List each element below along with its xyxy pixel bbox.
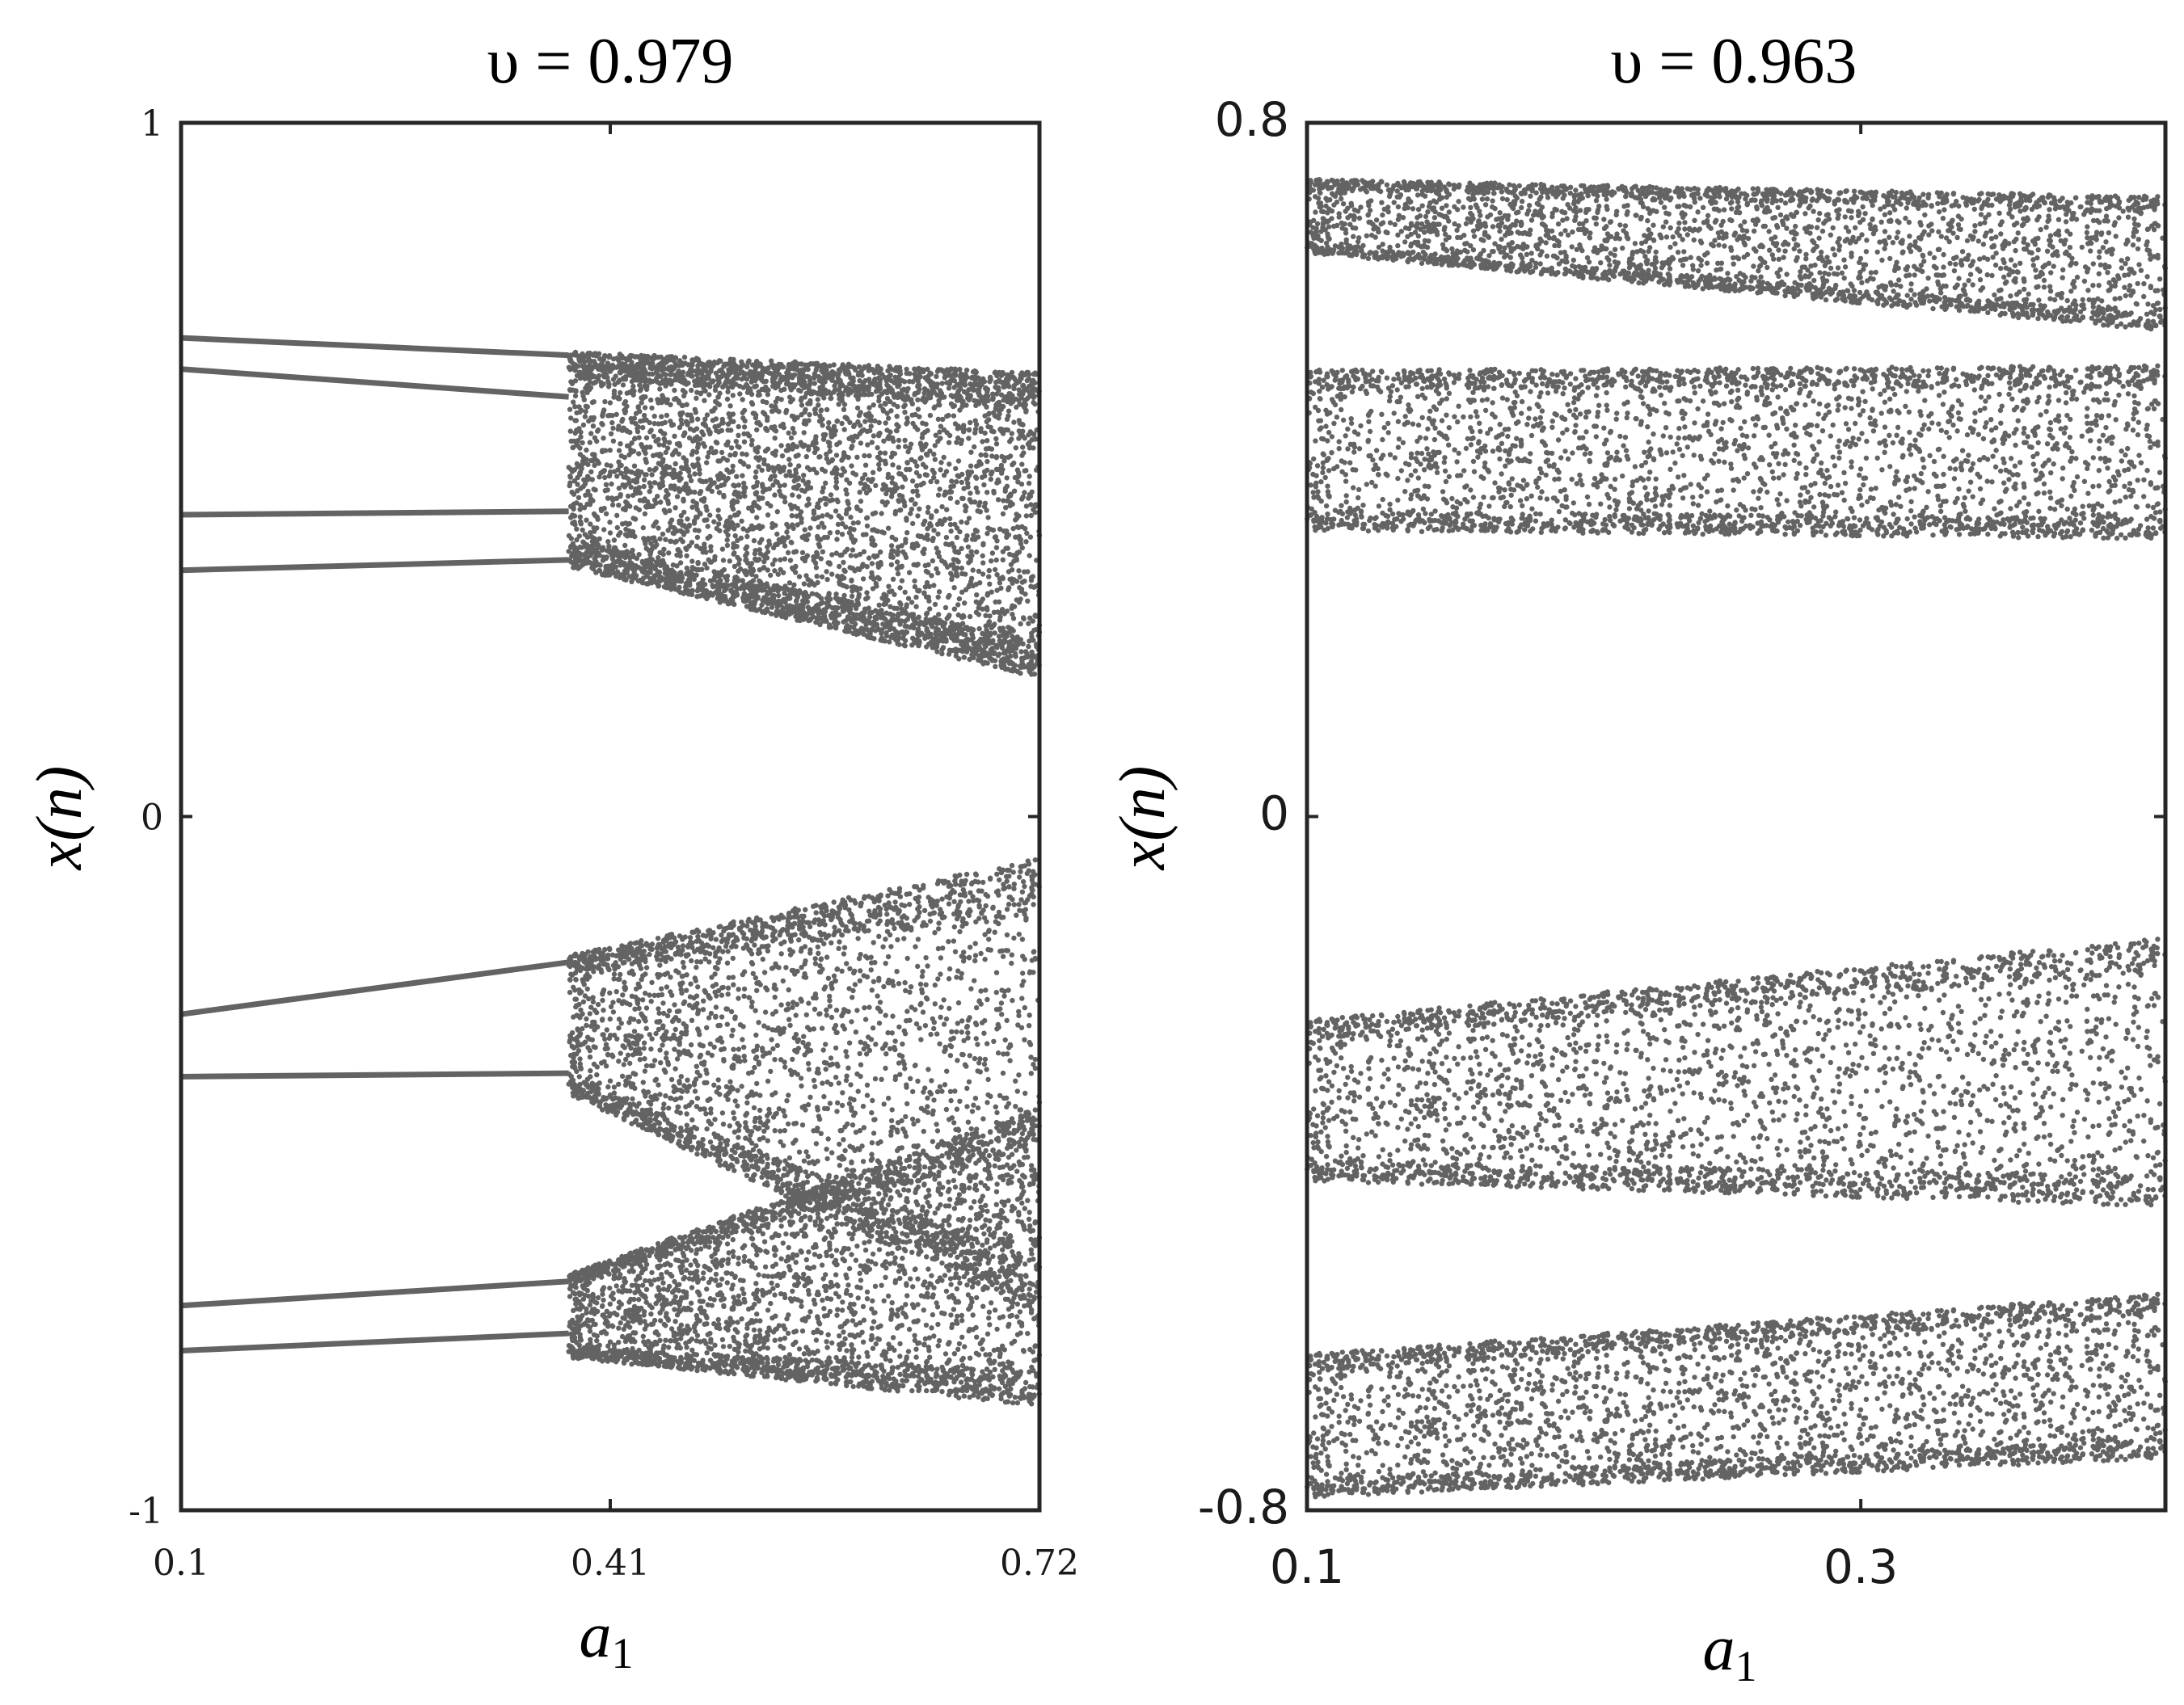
left-scatter-points (180, 335, 1043, 1407)
x-tick-label: 0.1 (1270, 1539, 1344, 1594)
y-tick-label: -0.8 (1198, 1480, 1289, 1534)
left-title: υ = 0.979 (487, 26, 734, 97)
periodic-branch-3 (180, 557, 569, 574)
left-ylabel: x(n) (24, 766, 95, 871)
y-tick-label: 0 (141, 798, 163, 839)
x-tick-label: 0.41 (571, 1543, 650, 1584)
right-panel: 0.1 0.3 -0.8 0 0.8 υ = 0.963 a1 x(n) (1107, 26, 2168, 1690)
periodic-branch-2 (180, 508, 569, 518)
right-ticks: 0.1 0.3 -0.8 0 0.8 (1198, 92, 2165, 1594)
periodic-branch-1 (180, 366, 569, 400)
periodic-branch-6 (180, 1278, 569, 1309)
left-panel: 0.1 0.41 0.72 -1 0 1 υ = 0.979 a1 x(n) (24, 26, 1079, 1678)
right-scatter-points (1305, 176, 2168, 1500)
y-tick-label: 1 (141, 103, 163, 145)
periodic-branch-5 (180, 1070, 569, 1080)
left-ticks: 0.1 0.41 0.72 -1 0 1 (129, 103, 1079, 1584)
x-tick-label: 0.3 (1824, 1539, 1898, 1594)
chaotic-band-points (566, 349, 1043, 1407)
left-xlabel: a1 (580, 1600, 634, 1678)
right-ylabel: x(n) (1107, 766, 1178, 871)
right-title: υ = 0.963 (1611, 26, 1857, 97)
y-tick-label: 0.8 (1215, 92, 1289, 147)
periodic-branch-7 (180, 1330, 569, 1354)
chaotic-band-points (1305, 176, 2168, 1500)
y-tick-label: 0 (1259, 786, 1289, 841)
periodic-branch-4 (180, 959, 570, 1017)
x-tick-label: 0.1 (153, 1543, 209, 1584)
right-xlabel: a1 (1703, 1613, 1757, 1690)
y-tick-label: -1 (129, 1491, 163, 1532)
periodic-branch-0 (180, 335, 569, 359)
x-tick-label: 0.72 (1000, 1543, 1079, 1584)
right-axes-box (1305, 120, 2168, 1513)
